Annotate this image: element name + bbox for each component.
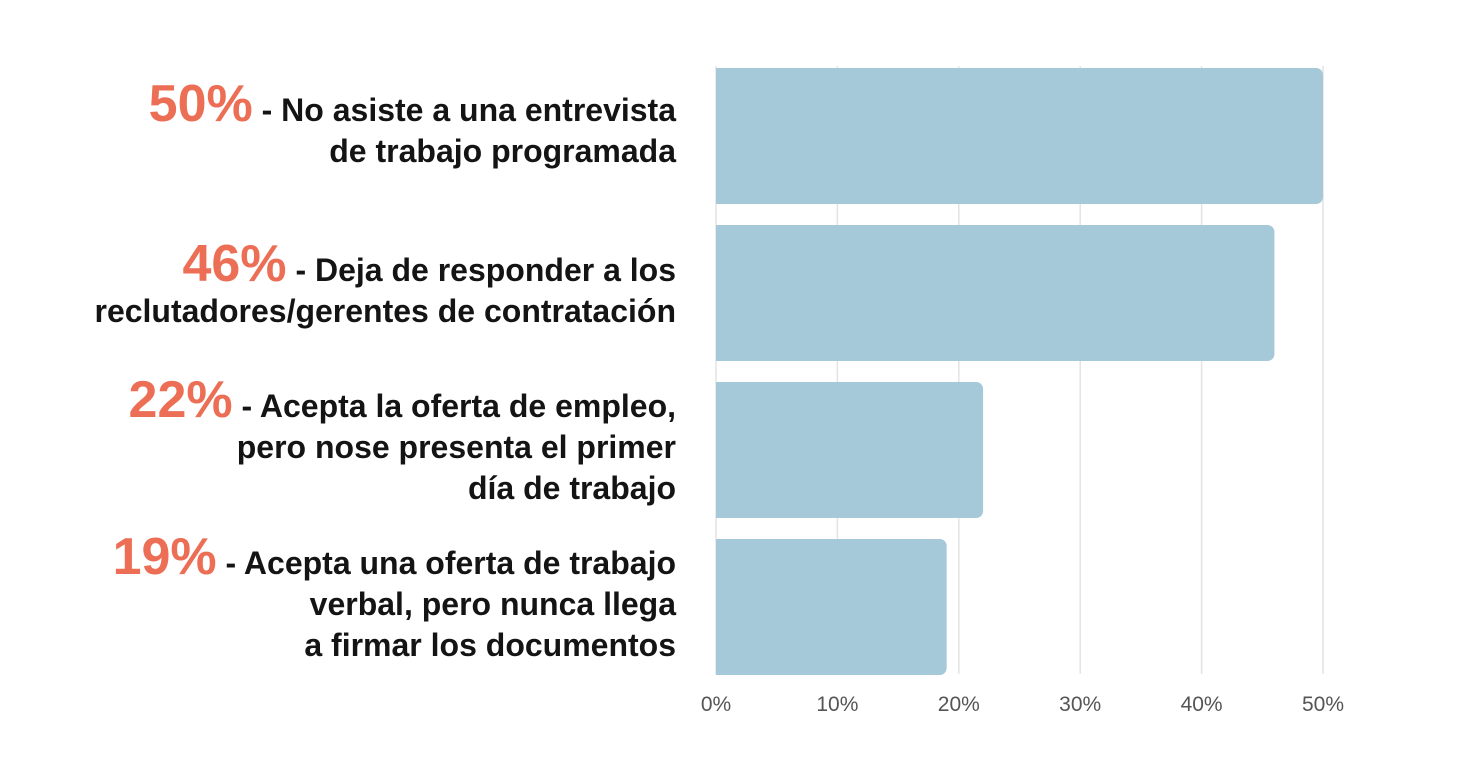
category-percentage: 19% <box>112 528 217 586</box>
bars <box>716 68 1323 675</box>
category-label-line: 22% - Acepta la oferta de empleo, <box>128 371 676 429</box>
x-tick-label: 0% <box>701 693 731 716</box>
category-percentage: 46% <box>182 235 287 293</box>
bar <box>716 539 947 675</box>
bar <box>716 68 1323 204</box>
category-label-line: verbal, pero nunca llega <box>309 586 676 622</box>
category-label: 22% - Acepta la oferta de empleo, pero no… <box>128 371 676 509</box>
x-tick-label: 30% <box>1059 693 1101 716</box>
x-tick-label: 10% <box>816 693 858 716</box>
category-label: 46% - Deja de responder a los reclutadore… <box>94 235 676 332</box>
category-label-line: día de trabajo <box>467 470 676 506</box>
category-percentage: 22% <box>128 371 233 429</box>
bar-left-edge <box>716 539 726 675</box>
category-percentage: 50% <box>148 75 253 133</box>
category-label-line: 46% - Deja de responder a los <box>182 235 676 293</box>
category-label: 19% - Acepta una oferta de trabajo verbal… <box>112 528 676 666</box>
x-axis-ticks: 0% 10% 20% 30% 40% 50% <box>701 693 1344 716</box>
category-label-line: pero nose presenta el primer <box>236 429 676 465</box>
x-tick-label: 50% <box>1302 693 1344 716</box>
bar-left-edge <box>716 382 726 518</box>
category-label-line: 19% - Acepta una oferta de trabajo <box>112 528 676 586</box>
category-label: 50% - No asiste a una entrevista de traba… <box>148 75 676 172</box>
bar <box>716 382 984 518</box>
category-label-line: a firmar los documentos <box>304 627 676 663</box>
bar-left-edge <box>716 225 726 361</box>
bar <box>716 225 1275 361</box>
category-label-line: 50% - No asiste a una entrevista <box>148 75 676 133</box>
category-label-line: de trabajo programada <box>329 133 676 169</box>
bar-left-edge <box>716 68 726 204</box>
x-tick-label: 40% <box>1181 693 1223 716</box>
category-label-line: reclutadores/gerentes de contratación <box>94 293 676 329</box>
x-tick-label: 20% <box>938 693 980 716</box>
